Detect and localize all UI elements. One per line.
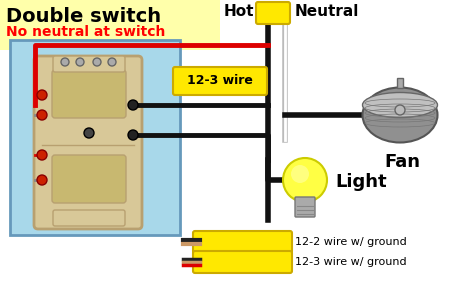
FancyBboxPatch shape — [52, 155, 126, 203]
Circle shape — [128, 100, 138, 110]
Text: Double switch: Double switch — [6, 7, 161, 26]
Ellipse shape — [363, 93, 438, 117]
Text: 12-3 wire: 12-3 wire — [187, 75, 253, 88]
Circle shape — [61, 58, 69, 66]
Circle shape — [93, 58, 101, 66]
FancyBboxPatch shape — [193, 251, 292, 273]
Circle shape — [37, 90, 47, 100]
Text: 12-2 wire w/ ground: 12-2 wire w/ ground — [295, 237, 407, 247]
Circle shape — [84, 128, 94, 138]
Bar — [10, 40, 180, 235]
Circle shape — [37, 150, 47, 160]
FancyBboxPatch shape — [173, 67, 267, 95]
FancyBboxPatch shape — [256, 2, 290, 24]
Text: No neutral at switch: No neutral at switch — [6, 25, 165, 39]
Circle shape — [37, 110, 47, 120]
Circle shape — [128, 130, 138, 140]
Bar — [397, 78, 403, 88]
Ellipse shape — [363, 88, 438, 142]
FancyBboxPatch shape — [53, 210, 125, 226]
Text: Hot: Hot — [224, 4, 254, 19]
FancyBboxPatch shape — [295, 197, 315, 217]
Circle shape — [76, 58, 84, 66]
Circle shape — [37, 175, 47, 185]
FancyBboxPatch shape — [34, 56, 142, 229]
Bar — [0, 0, 220, 50]
FancyBboxPatch shape — [193, 231, 292, 253]
Circle shape — [291, 165, 309, 183]
Circle shape — [283, 158, 327, 202]
Text: 12-3 wire w/ ground: 12-3 wire w/ ground — [295, 257, 407, 267]
FancyBboxPatch shape — [53, 56, 125, 72]
Text: Neutral: Neutral — [295, 4, 359, 19]
Text: Fan: Fan — [384, 153, 420, 171]
Text: Light: Light — [335, 173, 387, 191]
FancyBboxPatch shape — [52, 70, 126, 118]
Circle shape — [395, 105, 405, 115]
Circle shape — [108, 58, 116, 66]
